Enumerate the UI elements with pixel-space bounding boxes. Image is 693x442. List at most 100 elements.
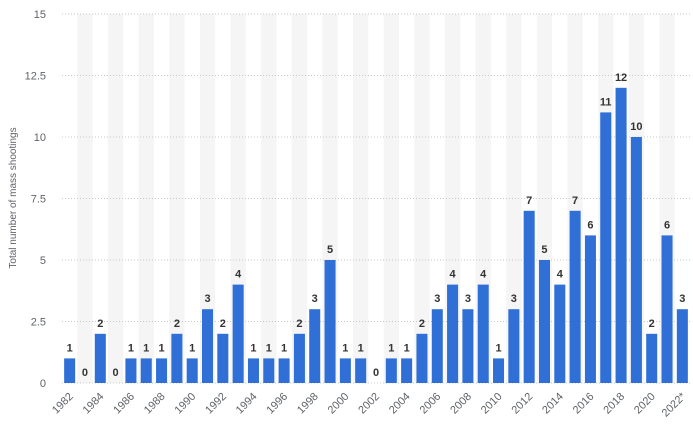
background-band bbox=[506, 14, 522, 383]
x-tick-label: 1998 bbox=[295, 391, 321, 417]
bar bbox=[339, 358, 351, 383]
data-label: 2 bbox=[649, 318, 655, 330]
x-tick-label: 2020 bbox=[632, 391, 658, 417]
data-label: 4 bbox=[450, 269, 457, 281]
data-label: 0 bbox=[82, 367, 88, 379]
bar bbox=[217, 333, 229, 383]
data-label: 1 bbox=[250, 342, 256, 354]
data-label: 3 bbox=[312, 293, 318, 305]
x-tick-label: 2002 bbox=[356, 391, 382, 417]
data-label: 1 bbox=[358, 342, 364, 354]
bar bbox=[523, 210, 535, 383]
data-label: 12 bbox=[615, 72, 627, 84]
data-label: 6 bbox=[587, 219, 593, 231]
bar bbox=[278, 358, 290, 383]
data-label: 7 bbox=[572, 195, 578, 207]
background-band bbox=[353, 14, 369, 383]
x-tick-label: 1982 bbox=[50, 391, 76, 417]
bar bbox=[584, 235, 596, 383]
background-band bbox=[261, 14, 277, 383]
bar bbox=[385, 358, 397, 383]
x-tick-label: 2008 bbox=[448, 391, 474, 417]
x-tick-label: 2004 bbox=[387, 391, 413, 417]
bar bbox=[676, 309, 688, 383]
data-label: 4 bbox=[235, 269, 242, 281]
bar bbox=[64, 358, 76, 383]
x-tick-label: 2006 bbox=[418, 391, 444, 417]
x-tick-label: 2014 bbox=[540, 391, 566, 417]
y-axis-title: Total number of mass shootings bbox=[8, 127, 19, 268]
data-label: 1 bbox=[189, 342, 195, 354]
bar bbox=[263, 358, 275, 383]
bar bbox=[538, 260, 551, 383]
data-label: 3 bbox=[679, 293, 685, 305]
bar bbox=[401, 358, 413, 383]
y-tick-label: 12.5 bbox=[25, 71, 46, 83]
bar bbox=[94, 333, 106, 383]
bar bbox=[447, 284, 459, 383]
data-label: 7 bbox=[526, 195, 532, 207]
x-tick-label: 2022* bbox=[660, 390, 689, 419]
bars bbox=[64, 87, 688, 384]
data-label: 3 bbox=[204, 293, 210, 305]
bar bbox=[646, 333, 658, 383]
bar bbox=[431, 309, 443, 383]
y-tick-label: 7.5 bbox=[31, 194, 46, 206]
bar bbox=[493, 358, 505, 383]
bar bbox=[171, 333, 183, 383]
data-label: 1 bbox=[342, 342, 348, 354]
data-label: 2 bbox=[220, 318, 226, 330]
data-label: 11 bbox=[600, 96, 612, 108]
bar bbox=[661, 235, 673, 383]
bar bbox=[125, 358, 137, 383]
x-tick-label: 1994 bbox=[234, 391, 260, 417]
data-label: 3 bbox=[434, 293, 440, 305]
data-label: 1 bbox=[143, 342, 149, 354]
bar bbox=[630, 137, 642, 383]
background-band bbox=[383, 14, 399, 383]
bar bbox=[615, 87, 627, 384]
data-label: 2 bbox=[296, 318, 302, 330]
data-label: 1 bbox=[158, 342, 164, 354]
data-label: 1 bbox=[128, 342, 134, 354]
bar bbox=[201, 309, 214, 383]
data-label: 1 bbox=[266, 342, 272, 354]
data-label: 1 bbox=[388, 342, 394, 354]
bar bbox=[247, 358, 259, 383]
x-tick-label: 2010 bbox=[479, 391, 505, 417]
bar bbox=[462, 309, 474, 383]
x-tick-label: 2000 bbox=[326, 391, 352, 417]
data-label: 3 bbox=[511, 293, 517, 305]
data-label: 3 bbox=[465, 293, 471, 305]
y-tick-label: 5 bbox=[40, 255, 46, 267]
bar bbox=[293, 333, 305, 383]
x-tick-label: 1988 bbox=[142, 391, 168, 417]
x-tick-label: 1992 bbox=[203, 391, 229, 417]
x-tick-label: 1990 bbox=[173, 391, 199, 417]
background-band bbox=[77, 14, 93, 383]
data-label: 1 bbox=[404, 342, 410, 354]
data-label: 1 bbox=[281, 342, 287, 354]
bar bbox=[140, 358, 152, 383]
x-axis-ticks: 1982 1984 1986 1988 1990 1992 1994 1996 1998 2000… bbox=[50, 390, 689, 419]
data-label: 0 bbox=[373, 367, 379, 379]
background-band bbox=[199, 14, 216, 383]
bar bbox=[156, 358, 168, 383]
data-label: 2 bbox=[174, 318, 180, 330]
y-tick-label: 2.5 bbox=[31, 317, 46, 329]
data-label: 1 bbox=[67, 342, 73, 354]
y-axis-ticks: 0 2.5 5 7.5 10 12.5 15 bbox=[25, 9, 46, 390]
bar bbox=[416, 333, 428, 383]
bar bbox=[554, 284, 566, 383]
data-label: 5 bbox=[541, 244, 547, 256]
bar bbox=[477, 284, 489, 383]
data-label: 4 bbox=[480, 269, 487, 281]
data-label: 1 bbox=[495, 342, 501, 354]
y-tick-label: 15 bbox=[34, 9, 46, 21]
x-tick-label: 1984 bbox=[81, 391, 107, 417]
background-band bbox=[107, 14, 124, 383]
bar bbox=[324, 260, 336, 383]
